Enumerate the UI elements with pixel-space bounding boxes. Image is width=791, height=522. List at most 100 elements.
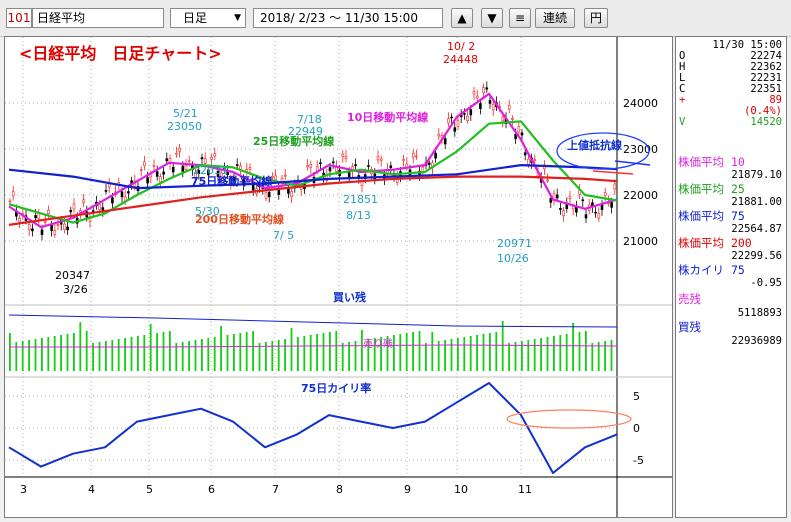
candle-body [533, 159, 537, 162]
side-buy-value: 22936989 [731, 335, 782, 347]
month-tick-label: 3 [20, 483, 27, 496]
ma25-period: 25 [730, 182, 745, 196]
menu-icon: ≡ [514, 11, 526, 25]
volume-bar [572, 323, 574, 371]
side-ma10-value: 21879.10 [731, 169, 782, 181]
candle-body [520, 132, 524, 136]
volume-bar [162, 332, 165, 371]
candle-body [216, 171, 220, 177]
candle-body [56, 224, 60, 226]
month-tick-label: 11 [518, 483, 532, 496]
volume-bar [373, 338, 376, 371]
resistance-line-blue [614, 160, 651, 166]
ann-1002-date: 10/ 2 [447, 40, 475, 53]
code-field[interactable]: 101 [6, 8, 32, 28]
volume-bar [553, 336, 555, 371]
volume-bar [220, 326, 222, 371]
candle-body [306, 165, 309, 168]
period-select[interactable]: 日足 ▼ [170, 8, 246, 28]
volume-bar [245, 332, 248, 371]
candle-body [613, 183, 617, 190]
side-change-pct: (0.4%) [744, 105, 782, 117]
candle-body [143, 161, 146, 167]
ma200-line [8, 175, 618, 226]
volume-bar [297, 337, 299, 371]
label-deviation: 75日カイリ率 [301, 381, 371, 395]
side-ma200-label: 株価平均 200 [678, 237, 752, 249]
volume-bar [53, 336, 56, 371]
candle-body [171, 166, 175, 173]
candle-body [367, 165, 370, 167]
candle-body [443, 138, 447, 145]
candle-body [8, 200, 12, 203]
candle-body [466, 115, 469, 121]
ann-0326-value: 20347 [55, 269, 90, 282]
name-field[interactable]: 日経平均 [32, 8, 164, 28]
volume-bar [271, 341, 274, 371]
candle-body [287, 188, 290, 194]
candle-body [523, 152, 527, 156]
volume-bar [137, 336, 139, 371]
volume-bar [169, 331, 171, 371]
candle-body [411, 152, 415, 158]
volume-bar [482, 334, 485, 371]
candle-body [453, 127, 457, 132]
side-volume-label: V [679, 116, 686, 128]
ann-0530-value: 22031 [193, 164, 228, 177]
menu-button[interactable]: ≡ [509, 8, 531, 28]
side-volume: 14520 [750, 116, 782, 128]
side-ma25-value: 21881.00 [731, 196, 782, 208]
volume-bar [47, 337, 50, 371]
date-range-field[interactable]: 2018/ 2/23 ～ 11/30 15:00 [253, 8, 443, 28]
yen-button[interactable]: 円 [584, 8, 608, 28]
side-ma75-value: 22564.87 [731, 223, 782, 235]
candle-body [555, 194, 559, 199]
candle-body [402, 159, 405, 161]
up-button[interactable]: ▲ [451, 8, 473, 28]
candle-body [66, 226, 69, 231]
volume-bar [405, 333, 408, 371]
volume-bar [316, 334, 318, 371]
volume-bar [591, 343, 594, 371]
month-tick-label: 9 [404, 483, 411, 496]
price-tick-label: 23000 [623, 143, 658, 156]
volume-bar [41, 338, 43, 371]
candle-body [501, 116, 505, 122]
candle-body [91, 210, 95, 212]
volume-bar [597, 342, 600, 371]
volume-bar [412, 332, 414, 371]
candle-body [415, 155, 418, 158]
volume-bar [508, 343, 510, 371]
month-tick-label: 5 [146, 483, 153, 496]
volume-bar [117, 339, 120, 371]
price-tick-label: 24000 [623, 97, 658, 110]
candle-body [379, 158, 383, 161]
continuous-button[interactable]: 連続 [535, 8, 575, 28]
candle-body [165, 158, 169, 162]
month-tick-label: 6 [208, 483, 215, 496]
dev-label-text: 株カイリ [678, 263, 724, 277]
ann-0813-date: 8/13 [346, 209, 371, 222]
candle-body [11, 191, 15, 197]
down-button[interactable]: ▼ [481, 8, 503, 28]
volume-bar [15, 342, 18, 371]
dev-period: 75 [730, 263, 745, 277]
volume-bar [207, 338, 210, 371]
candle-body [456, 120, 460, 127]
volume-bar [258, 343, 261, 371]
candle-body [50, 224, 53, 231]
candle-body [248, 167, 252, 170]
candle-body [562, 210, 565, 216]
candle-body [283, 174, 287, 177]
candle-body [603, 192, 607, 196]
ma200-label-text: 株価平均 [678, 236, 724, 250]
moving-average-lines [8, 92, 618, 229]
ann-0520-date: 5/21 [173, 107, 198, 120]
candle-body [581, 199, 585, 202]
volume-bar [418, 331, 421, 371]
candle-body [69, 210, 73, 213]
volume-bar [28, 340, 30, 371]
volume-bar [201, 339, 203, 371]
period-value: 日足 [183, 11, 208, 25]
candle-body [104, 190, 108, 192]
